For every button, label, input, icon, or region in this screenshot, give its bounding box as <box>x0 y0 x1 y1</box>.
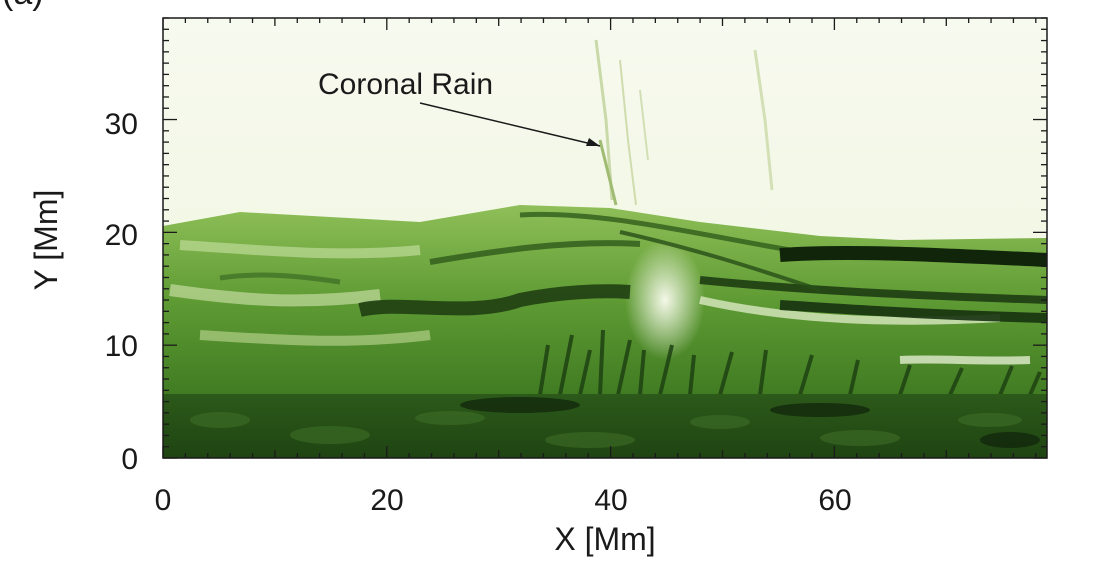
y-tick-label: 20 <box>105 219 138 252</box>
annotation-arrow-line <box>419 102 601 147</box>
y-tick-label: 30 <box>105 108 138 141</box>
y-tick-labels: 0 10 20 30 <box>105 108 138 476</box>
x-tick-label: 0 <box>155 484 172 517</box>
y-axis-label: Y [Mm] <box>28 190 64 291</box>
x-tick-label: 40 <box>594 484 627 517</box>
x-tick-labels: 0 20 40 60 <box>155 484 852 517</box>
x-tick-label: 60 <box>818 484 851 517</box>
panel-label: (a) <box>2 0 44 13</box>
plot-frame <box>162 17 1048 459</box>
x-axis-label: X [Mm] <box>554 521 655 557</box>
coronal-rain-annotation: Coronal Rain <box>318 68 493 101</box>
y-tick-label: 10 <box>105 330 138 363</box>
x-tick-label: 20 <box>370 484 403 517</box>
solar-image <box>163 18 1047 458</box>
axis-ticks <box>162 17 1047 459</box>
y-tick-label: 0 <box>121 443 138 476</box>
annotation-arrow-head <box>586 138 600 146</box>
